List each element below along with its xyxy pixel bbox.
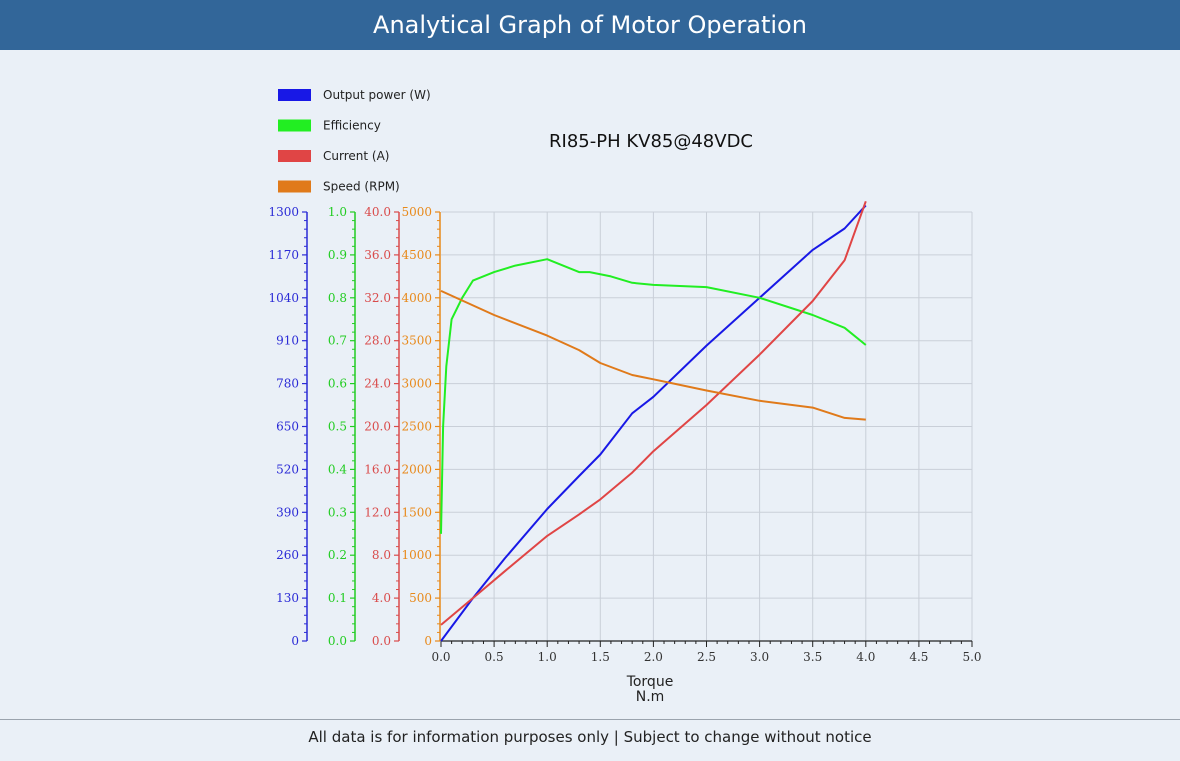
y-tick-label-speed: 500	[409, 591, 432, 605]
y-tick-label-speed: 3000	[401, 377, 432, 391]
y-tick-label-power: 650	[276, 420, 299, 434]
series-line-power	[440, 204, 867, 642]
x-axis-label: Torque	[626, 674, 674, 690]
y-tick-label-eff: 0.5	[328, 420, 347, 434]
x-tick-label: 3.5	[803, 650, 822, 664]
footer-divider	[0, 719, 1180, 720]
y-tick-label-speed: 5000	[401, 205, 432, 219]
y-tick-label-power: 1170	[268, 248, 299, 262]
y-tick-label-eff: 0.1	[328, 591, 347, 605]
header-banner: Analytical Graph of Motor Operation	[0, 0, 1180, 50]
y-tick-label-current: 4.0	[372, 591, 391, 605]
y-tick-label-current: 24.0	[364, 377, 391, 391]
legend-swatch-eff	[278, 119, 311, 132]
y-tick-label-power: 910	[276, 334, 299, 348]
y-tick-label-power: 390	[276, 505, 299, 519]
x-tick-label: 5.0	[962, 650, 981, 664]
y-tick-label-eff: 0.3	[328, 505, 347, 519]
x-tick-label: 0.0	[431, 650, 450, 664]
y-tick-label-power: 1300	[268, 205, 299, 219]
footer-note: All data is for information purposes onl…	[308, 728, 872, 746]
legend-swatch-speed	[278, 180, 311, 193]
y-tick-label-current: 8.0	[372, 548, 391, 562]
x-tick-label: 2.0	[644, 650, 663, 664]
y-tick-label-eff: 0.7	[328, 334, 347, 348]
y-tick-label-current: 20.0	[364, 420, 391, 434]
y-tick-label-current: 36.0	[364, 248, 391, 262]
legend-swatch-power	[278, 89, 311, 101]
y-tick-label-current: 40.0	[364, 205, 391, 219]
y-tick-label-power: 130	[276, 591, 299, 605]
chart-title: RI85-PH KV85@48VDC	[549, 131, 753, 152]
x-tick-label: 3.0	[750, 650, 769, 664]
y-tick-label-speed: 2500	[401, 420, 432, 434]
y-tick-label-current: 12.0	[364, 505, 391, 519]
y-tick-label-speed: 4000	[401, 291, 432, 305]
y-tick-label-current: 32.0	[364, 291, 391, 305]
y-tick-label-power: 260	[276, 548, 299, 562]
x-tick-label: 0.5	[485, 650, 504, 664]
y-tick-label-power: 0	[291, 634, 299, 648]
legend-label-current: Current (A)	[323, 149, 389, 163]
legend-swatch-current	[278, 150, 311, 162]
y-tick-label-eff: 0.0	[328, 634, 347, 648]
y-tick-label-speed: 3500	[401, 334, 432, 348]
x-tick-label: 1.0	[538, 650, 557, 664]
y-tick-label-speed: 4500	[401, 248, 432, 262]
axes-layer: 0.0 0.5 1.0 1.5 2.0 2.5 3.0 3.5 4.0 4.5 5.0 0 130 260…	[268, 205, 981, 664]
series-line-eff	[440, 258, 867, 534]
y-tick-label-eff: 0.9	[328, 248, 347, 262]
legend-label-speed: Speed (RPM)	[323, 180, 400, 194]
x-tick-label: 4.0	[856, 650, 875, 664]
series-layer	[440, 200, 867, 642]
x-tick-label: 2.5	[697, 650, 716, 664]
y-tick-label-power: 780	[276, 377, 299, 391]
series-line-current	[440, 200, 867, 626]
y-tick-label-power: 1040	[268, 291, 299, 305]
y-tick-label-eff: 0.6	[328, 377, 347, 391]
page-title: Analytical Graph of Motor Operation	[373, 11, 807, 39]
y-tick-label-eff: 0.4	[328, 462, 347, 476]
legend-label-power: Output power (W)	[323, 88, 431, 102]
grid-layer	[441, 211, 973, 641]
y-tick-label-current: 0.0	[372, 634, 391, 648]
y-tick-label-eff: 0.8	[328, 291, 347, 305]
y-tick-label-current: 28.0	[364, 334, 391, 348]
legend: Output power (W) Efficiency Current (A) Spe…	[278, 88, 431, 194]
x-axis-unit: N.m	[636, 689, 665, 705]
y-tick-label-speed: 2000	[401, 462, 432, 476]
x-tick-label: 4.5	[909, 650, 928, 664]
y-tick-label-speed: 0	[424, 634, 432, 648]
y-tick-label-power: 520	[276, 462, 299, 476]
series-line-speed	[440, 289, 866, 421]
y-tick-label-current: 16.0	[364, 462, 391, 476]
y-tick-label-speed: 1000	[401, 548, 432, 562]
x-tick-label: 1.5	[591, 650, 610, 664]
y-tick-label-eff: 0.2	[328, 548, 347, 562]
legend-label-eff: Efficiency	[323, 119, 381, 133]
y-tick-label-speed: 1500	[401, 505, 432, 519]
y-tick-label-eff: 1.0	[328, 205, 347, 219]
